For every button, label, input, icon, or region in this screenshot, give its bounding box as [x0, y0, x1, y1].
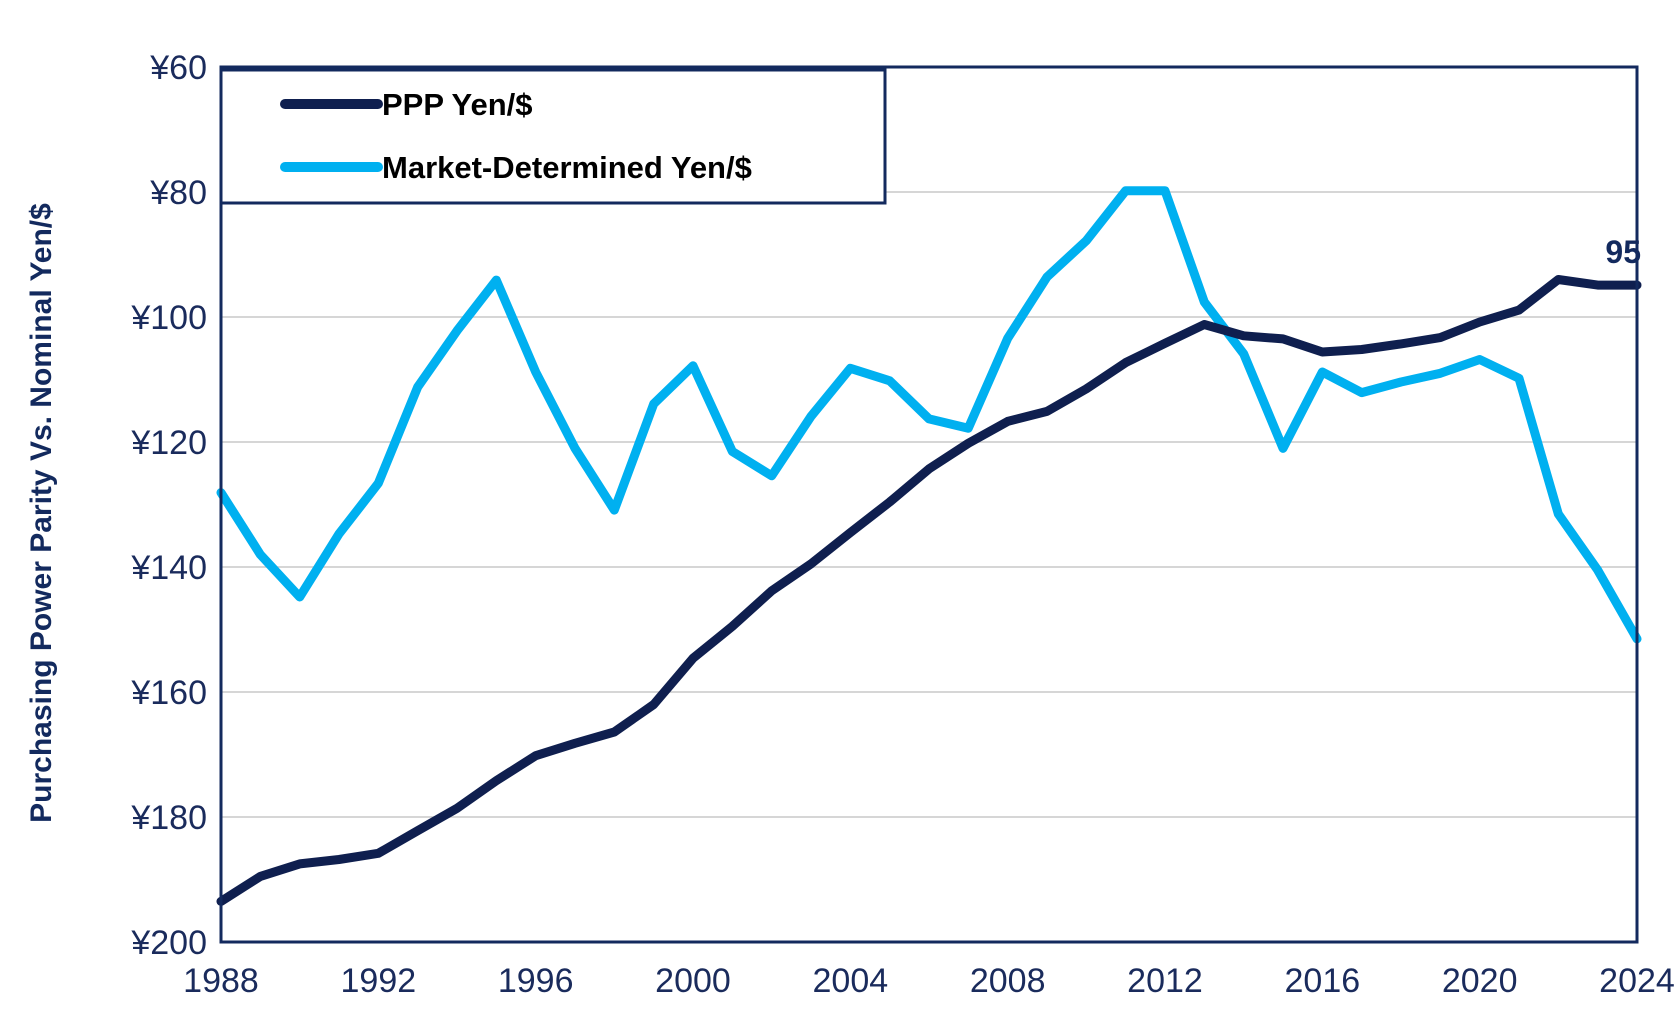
series-line-market — [216, 186, 1642, 644]
y-tick-label: ¥100 — [130, 299, 207, 337]
x-tick-label: 2016 — [1285, 962, 1361, 1000]
annotations: 95 — [1605, 234, 1641, 270]
x-axis-ticks: 1988 1992 1996 2000 2004 2008 2012 2016 2020 2024 — [183, 962, 1675, 1000]
x-tick-label: 1992 — [341, 962, 417, 1000]
y-tick-label: ¥120 — [130, 424, 207, 462]
x-tick-label: 2012 — [1127, 962, 1203, 1000]
legend-box — [219, 68, 887, 205]
x-tick-label: 2004 — [813, 962, 889, 1000]
y-tick-label: ¥80 — [149, 174, 207, 212]
y-tick-label: ¥60 — [149, 49, 207, 87]
x-tick-label: 2020 — [1442, 962, 1518, 1000]
plot-frame — [219, 65, 1639, 944]
y-tick-label: ¥180 — [130, 799, 207, 837]
y-axis-title: Purchasing Power Parity Vs. Nominal Yen/… — [25, 203, 58, 823]
y-tick-label: ¥140 — [130, 549, 207, 587]
y-tick-label: ¥160 — [130, 674, 207, 712]
legend-label-market: Market-Determined Yen/$ — [382, 150, 752, 185]
x-tick-label: 2000 — [655, 962, 731, 1000]
series-layer — [216, 186, 1642, 906]
y-axis-ticks: ¥60 ¥80 ¥100 ¥120 ¥140 ¥160 ¥180 ¥200 — [130, 49, 207, 962]
x-tick-label: 1988 — [183, 962, 259, 1000]
gridlines — [221, 191, 1637, 818]
legend-label-ppp: PPP Yen/$ — [382, 87, 533, 122]
series-line-ppp — [216, 275, 1642, 906]
x-tick-label: 2008 — [970, 962, 1046, 1000]
legend: PPP Yen/$ Market-Determined Yen/$ — [219, 68, 887, 205]
x-tick-label: 2024 — [1599, 962, 1675, 1000]
y-tick-label: ¥200 — [130, 924, 207, 962]
annotation-label: 95 — [1605, 234, 1641, 270]
x-tick-label: 1996 — [498, 962, 574, 1000]
